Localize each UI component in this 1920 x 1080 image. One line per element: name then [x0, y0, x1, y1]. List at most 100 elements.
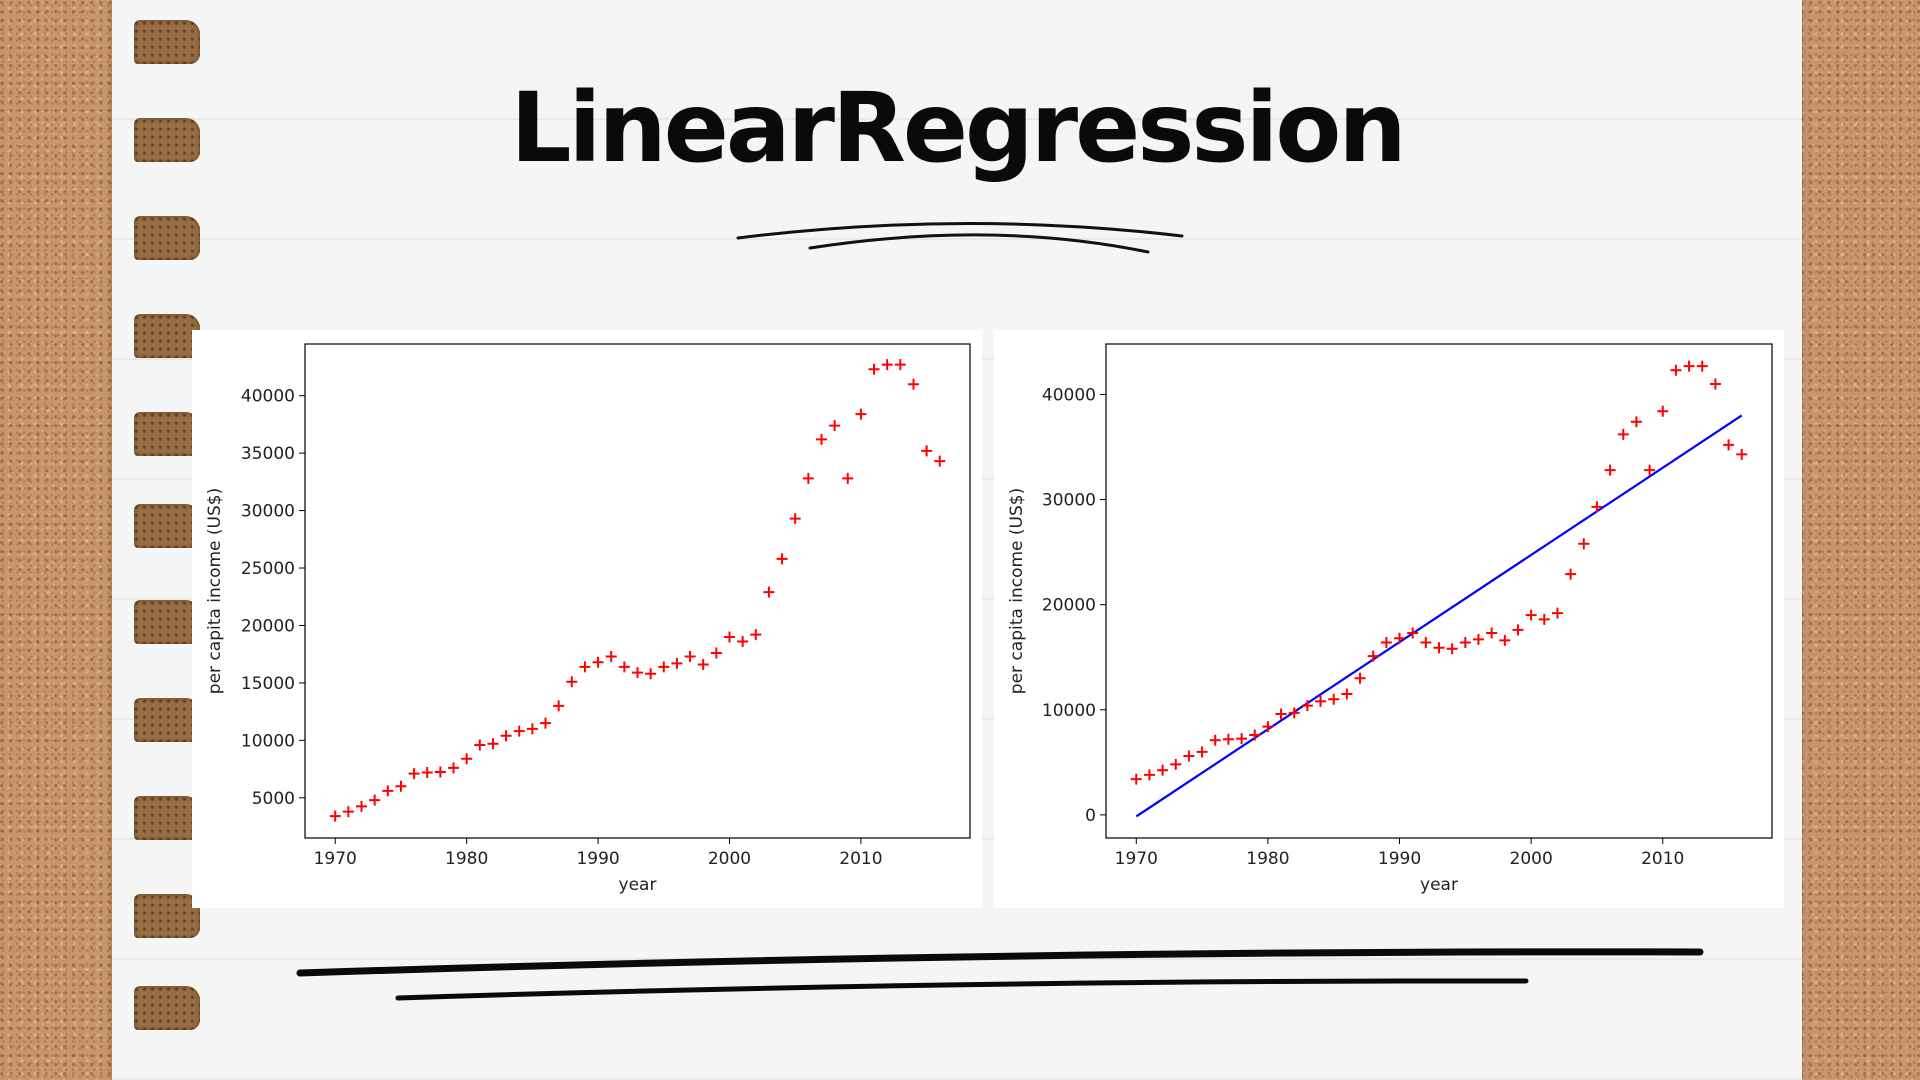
y-axis-label: per capita income (US$)	[205, 488, 225, 694]
data-point	[829, 420, 841, 432]
data-point	[710, 647, 722, 659]
data-point	[448, 762, 460, 774]
binder-hole	[134, 986, 200, 1030]
data-point	[1709, 378, 1721, 390]
data-point	[513, 725, 525, 737]
x-tick-label: 1970	[1115, 849, 1158, 869]
data-point	[1512, 624, 1524, 636]
data-point	[1183, 750, 1195, 762]
x-axis-label: year	[619, 875, 657, 895]
regression-chart: 1970 1980 1990 2000 2010 0 10000 20000 30000 4000…	[1007, 343, 1773, 895]
data-point	[671, 657, 683, 669]
y-axis-label: per capita income (US$)	[1007, 488, 1027, 694]
data-point	[1565, 568, 1577, 580]
regression-line	[1135, 414, 1743, 818]
binder-hole	[134, 600, 200, 644]
binder-hole	[134, 216, 200, 260]
data-point	[1262, 721, 1274, 733]
y-tick-label: 5000	[252, 789, 295, 809]
data-point	[474, 739, 486, 751]
data-point	[723, 631, 735, 643]
data-point	[579, 661, 591, 673]
data-point	[789, 513, 801, 525]
y-tick-label: 15000	[241, 674, 295, 694]
y-tick-label: 0	[1085, 806, 1096, 826]
data-point	[1486, 627, 1498, 639]
data-point	[329, 810, 341, 822]
data-point	[421, 767, 433, 779]
x-tick-label: 1980	[1246, 849, 1289, 869]
data-point	[1367, 650, 1379, 662]
data-point	[1472, 633, 1484, 645]
scatter-chart-card: 1970 1980 1990 2000 2010 5000 10000 15000 20000 2…	[192, 330, 982, 908]
data-point	[526, 723, 538, 735]
data-point	[500, 730, 512, 742]
data-point	[618, 661, 630, 673]
data-point	[1249, 729, 1261, 741]
data-point	[645, 668, 657, 680]
x-tick-label: 1990	[1378, 849, 1421, 869]
binder-hole	[134, 314, 200, 358]
data-point	[1617, 428, 1629, 440]
data-point	[1538, 613, 1550, 625]
y-tick-label: 25000	[241, 559, 295, 579]
data-point	[1630, 416, 1642, 428]
data-point	[1315, 695, 1327, 707]
y-tick-label: 35000	[241, 444, 295, 464]
data-point	[1736, 448, 1748, 460]
data-point	[1446, 643, 1458, 655]
x-tick-label: 2010	[1641, 849, 1684, 869]
y-tick-label: 40000	[1042, 385, 1096, 405]
data-point	[1604, 464, 1616, 476]
data-point	[934, 455, 946, 467]
y-tick-label: 30000	[241, 502, 295, 522]
data-point	[1433, 642, 1445, 654]
data-point	[1696, 360, 1708, 372]
data-point	[855, 408, 867, 420]
data-point	[1301, 700, 1313, 712]
data-point	[802, 472, 814, 484]
binder-hole	[134, 894, 200, 938]
binder-hole	[134, 504, 200, 548]
data-point	[894, 359, 906, 371]
data-point	[1143, 769, 1155, 781]
data-point	[750, 629, 762, 641]
y-tick-label: 30000	[1042, 491, 1096, 511]
data-point	[842, 472, 854, 484]
x-tick-label: 1980	[445, 849, 488, 869]
data-point	[632, 667, 643, 679]
data-point	[1499, 634, 1511, 646]
binder-hole	[134, 796, 200, 840]
data-point	[907, 378, 919, 390]
data-point	[395, 780, 407, 792]
data-point	[553, 700, 565, 712]
data-point	[684, 650, 696, 662]
data-point	[1236, 733, 1248, 745]
data-point	[434, 766, 446, 778]
data-point	[1723, 439, 1735, 451]
y-tick-label: 40000	[241, 387, 295, 407]
x-axis-label: year	[1420, 875, 1458, 895]
data-point	[382, 785, 394, 797]
y-tick-label: 10000	[1042, 701, 1096, 721]
data-point	[1683, 360, 1695, 372]
data-point	[487, 738, 499, 750]
data-point	[658, 661, 670, 673]
plot-frame	[304, 343, 971, 839]
scatter-chart: 1970 1980 1990 2000 2010 5000 10000 15000 20000 2…	[205, 343, 971, 895]
x-tick-label: 1970	[314, 849, 357, 869]
slide-title: LinearRegression	[510, 72, 1406, 184]
data-point	[1459, 637, 1471, 649]
data-point	[868, 363, 880, 375]
data-point	[356, 800, 368, 812]
y-tick-label: 20000	[1042, 596, 1096, 616]
data-point	[1328, 693, 1340, 705]
data-point	[342, 806, 354, 818]
data-point	[1380, 637, 1392, 649]
plot-frame	[1105, 343, 1773, 839]
data-point	[1525, 609, 1537, 621]
binder-hole	[134, 118, 200, 162]
data-point	[1288, 707, 1300, 719]
data-point	[881, 359, 893, 371]
data-point	[1551, 607, 1563, 619]
